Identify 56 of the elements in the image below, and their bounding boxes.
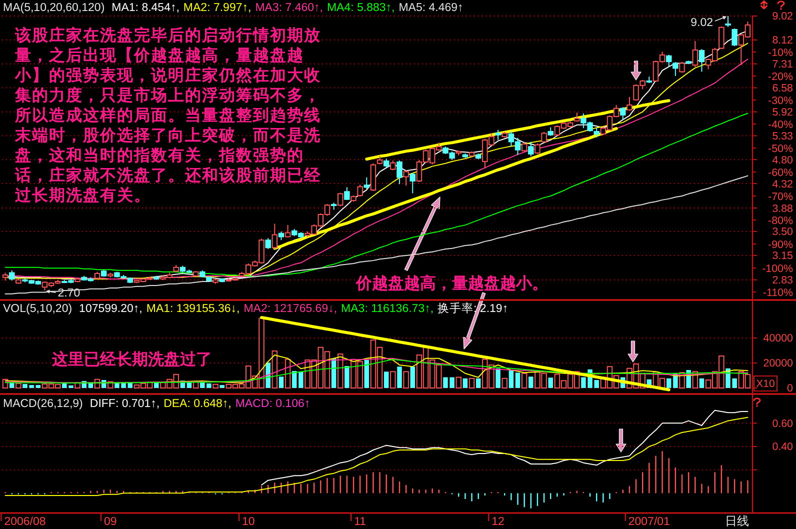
x-tick-label: 2007/01 (628, 516, 670, 528)
y2-tick-label: -30% (768, 94, 794, 107)
annotation: MACD: 0.106↑ (235, 398, 310, 410)
annotation: 这里已经长期洗盘过了 (51, 350, 212, 369)
text: MA1: 8.454↑, (112, 2, 180, 14)
y2-tick-label: -90% (768, 238, 794, 251)
annotation: 价越盘越高，量越盘越小。 (355, 274, 548, 293)
text: MA3: 7.460↑, (255, 2, 323, 14)
chart-subtitle: 107599.20↑, (79, 303, 142, 316)
text: MA1: 139155.36↓, (146, 303, 240, 316)
y-tick-label: 9.02 (772, 10, 794, 23)
text: DEA: 0.648↑, (164, 398, 232, 410)
y2-tick-label: -80% (768, 214, 794, 227)
chart-title: MACD(26,12,9) (3, 398, 84, 410)
chart-title: VOL(5,10,20) (3, 303, 72, 316)
y-tick-label: 0.40 (772, 441, 794, 454)
annotation: 9.02 (690, 17, 713, 30)
y-tick-label: 4.80 (772, 154, 794, 166)
y-tick-label: 20000 (763, 358, 794, 370)
y-tick-label: 0 (787, 382, 794, 395)
y-tick-label: 5.33 (772, 130, 794, 142)
x-tick-label: 12 (492, 516, 504, 528)
annotation: 换手率: 2.19↑ (438, 301, 508, 316)
y-tick-label: 8.12 (772, 34, 794, 47)
y-tick-label: 2.83 (772, 274, 794, 287)
text: 该股庄家在洗盘完毕后的启动行情初期放量，之后出现【价越盘越高，量越盘越小】的强势表现，说明庄家仍然在加大收集的力度，只是市场上的浮动筹码不多，所以造成这样的局面。当量盘整到趋势线末端时，股价选择了向上突破，而不是洗盘，这和当时的指数有关，指数强势的话，庄家就不洗盘了。还和该股前期已经过长期洗盘有关。 (15, 26, 321, 205)
y2-tick-label: -10% (768, 46, 794, 59)
x-tick-label: 11 (354, 516, 366, 528)
text: DIFF: 0.701↑, (90, 398, 160, 410)
x-tick-label: 09 (104, 516, 117, 528)
y-tick-label: 0.60 (772, 418, 794, 430)
y-tick-label: 4.32 (772, 178, 794, 190)
x-tick-label: 10 (242, 516, 255, 528)
y-tick-label: 40000 (763, 332, 794, 345)
text: MA2: 121765.69↓, (244, 303, 338, 316)
y2-tick-label: -20% (768, 70, 794, 83)
y-tick-label: 7.31 (772, 58, 794, 71)
chart-title: MA(5,10,20,60,120) (3, 2, 105, 14)
annotation: 2.70 (58, 288, 80, 300)
y-tick-label: 3.15 (772, 250, 794, 262)
x-tick-label: 2006/08 (4, 516, 46, 528)
text: MA4: 5.883↑, (326, 2, 395, 14)
y-tick-label: 3.50 (772, 226, 794, 238)
text: MA3: 116136.73↑, (341, 303, 434, 316)
y2-tick-label: -100% (762, 262, 794, 275)
y2-tick-label: -40% (768, 118, 794, 131)
y-tick-label: 5.92 (772, 106, 794, 119)
y-tick-label: 6.58 (772, 82, 794, 95)
text: MA2: 7.997↑, (183, 2, 252, 14)
y2-tick-label: -110% (762, 286, 794, 299)
y2-tick-label: -70% (768, 190, 794, 203)
y-tick-label: 3.88 (772, 202, 794, 215)
y2-tick-label: -50% (768, 142, 794, 155)
text: MA5: 4.469↑ (398, 2, 464, 14)
x-axis-title: 日线 (725, 514, 749, 528)
y2-tick-label: -60% (768, 166, 794, 179)
